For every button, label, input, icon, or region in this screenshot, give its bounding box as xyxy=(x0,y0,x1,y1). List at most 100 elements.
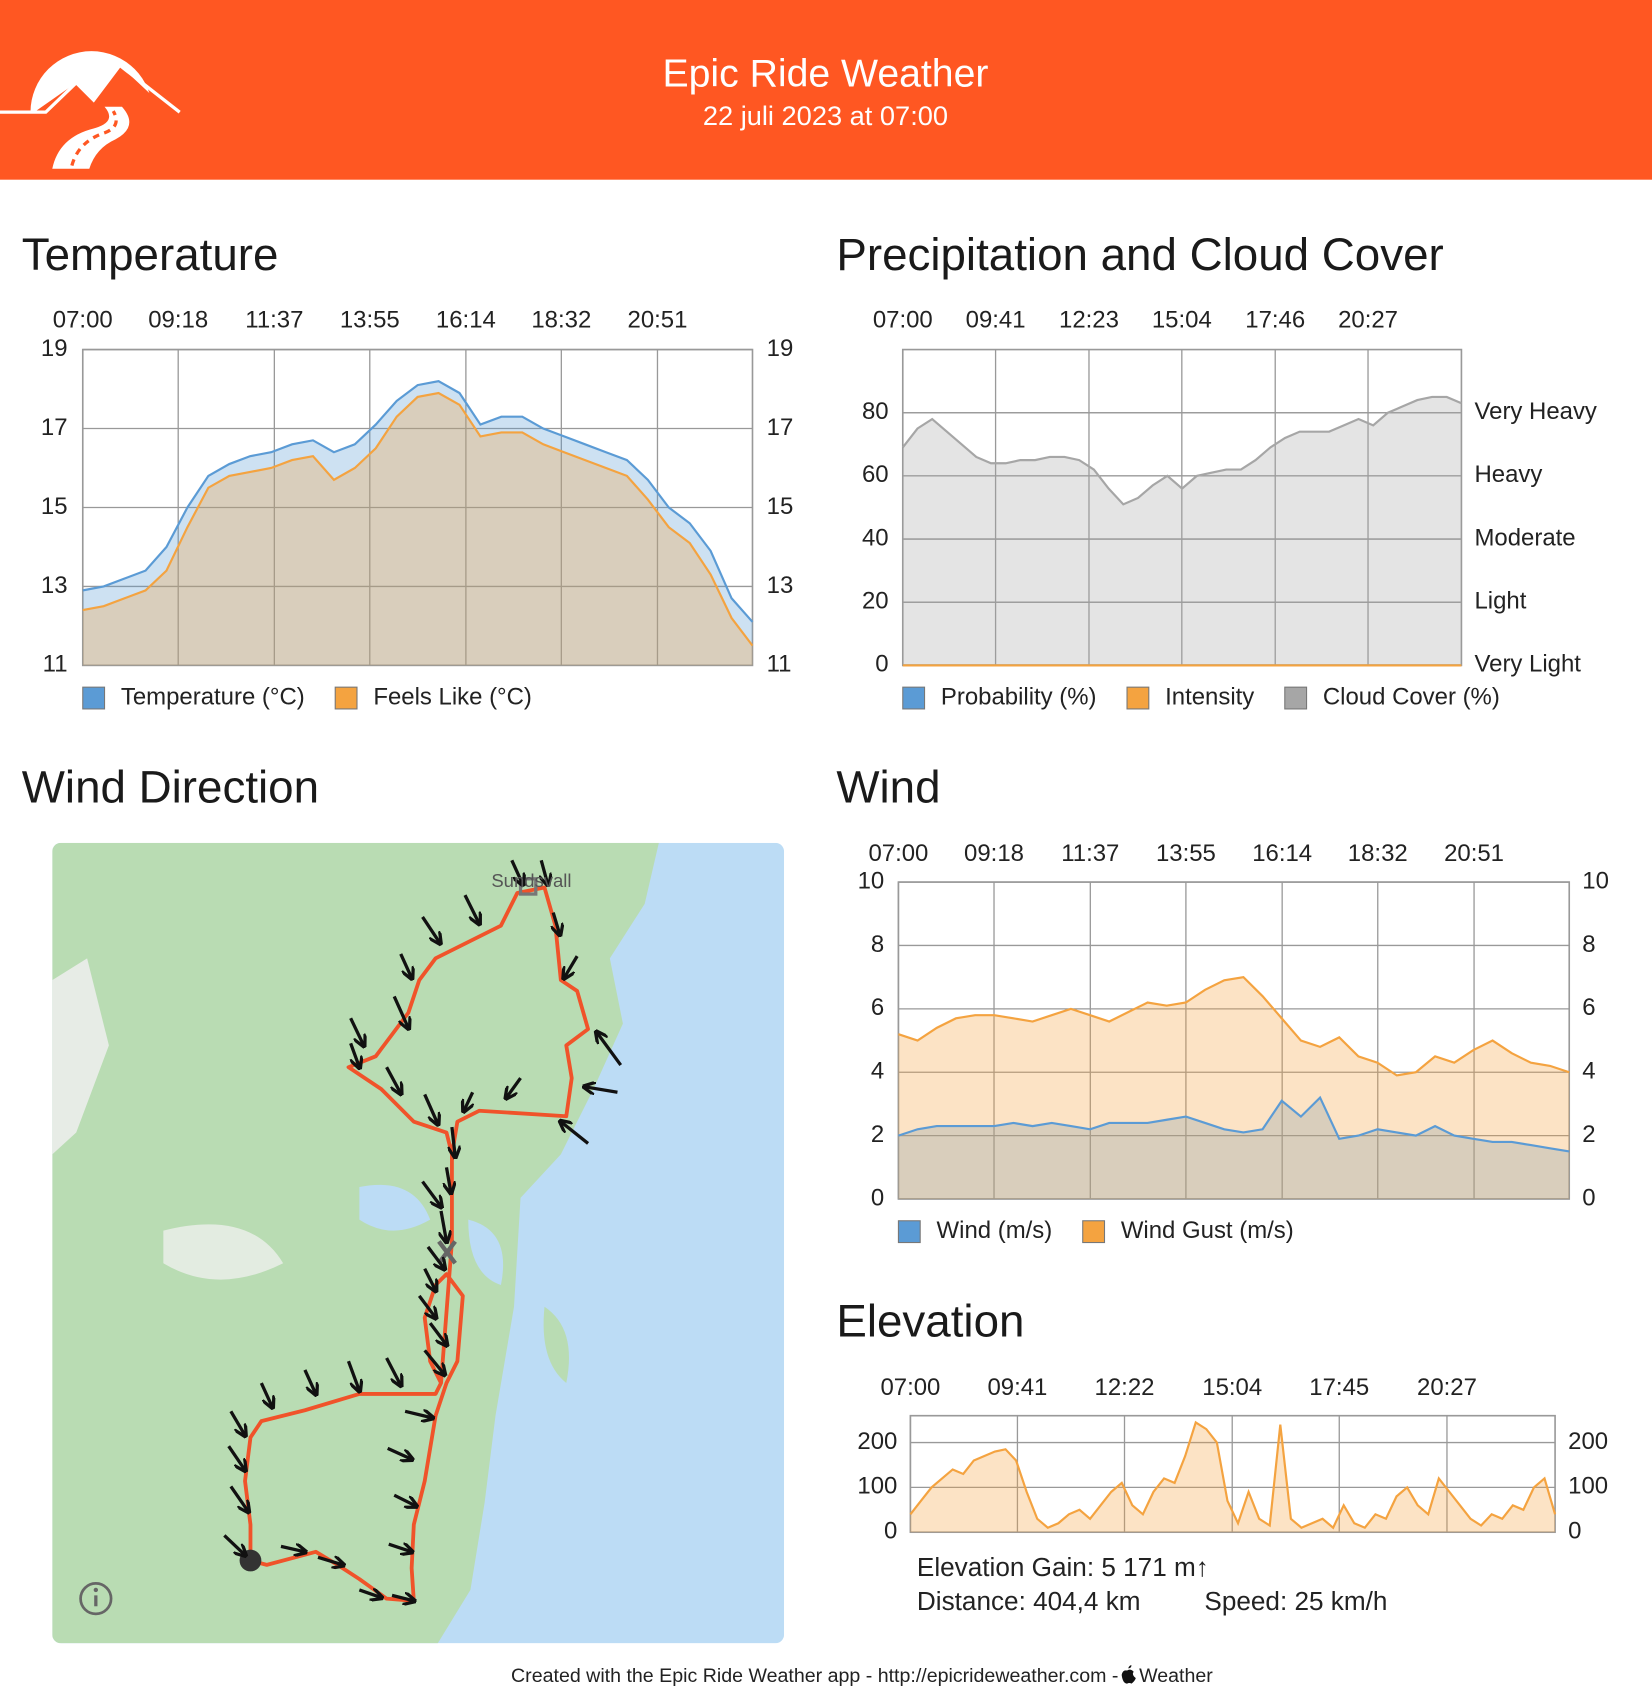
legend-label: Probability (%) xyxy=(941,683,1097,710)
series-area xyxy=(910,1422,1556,1533)
x-tick-label: 07:00 xyxy=(868,840,928,867)
y2-tick-label: Very Heavy xyxy=(1474,398,1596,425)
wind-arrow xyxy=(426,1245,444,1269)
wind-arrow xyxy=(303,1369,316,1394)
wind-arrow xyxy=(317,1557,343,1565)
x-tick-label: 20:27 xyxy=(1417,1374,1477,1401)
wind-arrow xyxy=(385,1357,401,1385)
legend-label: Intensity xyxy=(1165,683,1254,710)
wind-arrow xyxy=(387,1446,412,1459)
wind-arrow xyxy=(421,916,440,943)
x-tick-label: 20:51 xyxy=(628,307,688,334)
wind-arrow xyxy=(393,1493,416,1506)
chart-title: Precipitation and Cloud Cover xyxy=(836,229,1443,280)
chart-title: Wind xyxy=(836,762,940,813)
legend-label: Wind (m/s) xyxy=(937,1217,1053,1244)
y-tick-label-right: 2 xyxy=(1582,1121,1595,1148)
x-tick-label: 15:04 xyxy=(1202,1374,1262,1401)
wind-arrow xyxy=(229,1410,245,1435)
y-tick-label-right: 11 xyxy=(767,651,792,678)
wind-arrow xyxy=(388,1544,412,1552)
legend-label: Cloud Cover (%) xyxy=(1323,683,1500,710)
x-tick-label: 11:37 xyxy=(1061,840,1119,867)
series-area xyxy=(902,396,1462,666)
wind-arrow xyxy=(428,1322,446,1345)
y-tick-label: 4 xyxy=(871,1058,884,1085)
wind-arrow xyxy=(259,1382,272,1407)
y-tick-label: 60 xyxy=(862,461,889,488)
x-tick-label: 12:22 xyxy=(1095,1374,1155,1401)
x-tick-label: 17:45 xyxy=(1309,1374,1369,1401)
wind-arrow xyxy=(391,1595,414,1600)
apple-logo xyxy=(1121,1665,1136,1684)
wind-arrow xyxy=(280,1546,305,1551)
header-bar xyxy=(0,0,1652,180)
x-tick-label: 15:04 xyxy=(1152,307,1212,334)
wind-arrow xyxy=(399,953,412,978)
series-area xyxy=(898,1097,1570,1199)
chart-title: Elevation xyxy=(836,1295,1024,1346)
legend-swatch xyxy=(1284,686,1308,710)
distance: Distance: 404,4 km xyxy=(917,1586,1141,1616)
wind-arrow xyxy=(541,859,548,884)
x-tick-label: 18:32 xyxy=(1348,840,1408,867)
app-title: Epic Ride Weather xyxy=(662,53,988,96)
wind-arrow xyxy=(553,912,560,935)
wind-arrow xyxy=(423,1267,436,1291)
y-tick-label: 200 xyxy=(857,1428,897,1455)
wind-arrow xyxy=(506,1077,522,1098)
wind-arrow xyxy=(349,1042,360,1067)
series-line xyxy=(82,380,754,623)
y-tick-label-right: 10 xyxy=(1582,867,1609,894)
x-tick-label: 20:27 xyxy=(1338,307,1398,334)
y-tick-label: 10 xyxy=(858,867,885,894)
y-tick-label-right: 0 xyxy=(1568,1518,1581,1545)
legend-swatch xyxy=(334,686,358,710)
legend-swatch xyxy=(1126,686,1150,710)
y-tick-label: 40 xyxy=(862,524,889,551)
wind-arrow xyxy=(441,1210,446,1241)
y-tick-label: 0 xyxy=(871,1184,884,1211)
footer-brand: Weather xyxy=(1139,1665,1213,1687)
legend-swatch xyxy=(897,1220,921,1244)
y-tick-label: 15 xyxy=(41,493,68,520)
series-line xyxy=(901,395,1462,506)
x-tick-label: 13:55 xyxy=(1156,840,1216,867)
y2-tick-label: Very Light xyxy=(1474,651,1581,678)
y-tick-label-right: 100 xyxy=(1568,1473,1608,1500)
wind-arrow xyxy=(417,1294,435,1318)
y-tick-label: 13 xyxy=(41,572,68,599)
wind-arrow xyxy=(423,1093,438,1123)
x-tick-label: 09:18 xyxy=(148,307,208,334)
y-tick-label: 80 xyxy=(862,398,889,425)
wind-arrow xyxy=(423,1349,445,1374)
legend-label: Feels Like (°C) xyxy=(373,683,532,710)
chart-title: Temperature xyxy=(22,229,279,280)
legend-swatch xyxy=(1082,1220,1106,1244)
x-tick-label: 11:37 xyxy=(245,307,303,334)
plot-area xyxy=(897,881,1571,1200)
wind-arrow xyxy=(464,1091,473,1111)
wind-arrow xyxy=(227,1445,245,1470)
series-area xyxy=(898,977,1570,1199)
x-tick-label: 13:55 xyxy=(340,307,400,334)
x-tick-label: 07:00 xyxy=(53,307,113,334)
ride-date: 22 juli 2023 at 07:00 xyxy=(703,100,948,131)
x-tick-label: 09:41 xyxy=(987,1374,1047,1401)
wind-arrow xyxy=(421,1180,442,1207)
legend-label: Temperature (°C) xyxy=(121,683,305,710)
wind-arrow xyxy=(510,859,523,884)
y-tick-label-right: 13 xyxy=(767,572,794,599)
legend-label: Wind Gust (m/s) xyxy=(1121,1217,1294,1244)
y-tick-label-right: 0 xyxy=(1582,1184,1595,1211)
wind-arrow xyxy=(229,1485,248,1511)
y-tick-label-right: 19 xyxy=(767,335,794,362)
map-label: Sundsvall xyxy=(491,870,571,891)
wind-arrow xyxy=(452,1126,455,1156)
y2-tick-label: Heavy xyxy=(1474,461,1542,488)
wind-arrow xyxy=(561,1122,590,1145)
y-tick-label-right: 6 xyxy=(1582,994,1595,1021)
x-tick-label: 18:32 xyxy=(531,307,591,334)
y-tick-label-right: 200 xyxy=(1568,1428,1608,1455)
